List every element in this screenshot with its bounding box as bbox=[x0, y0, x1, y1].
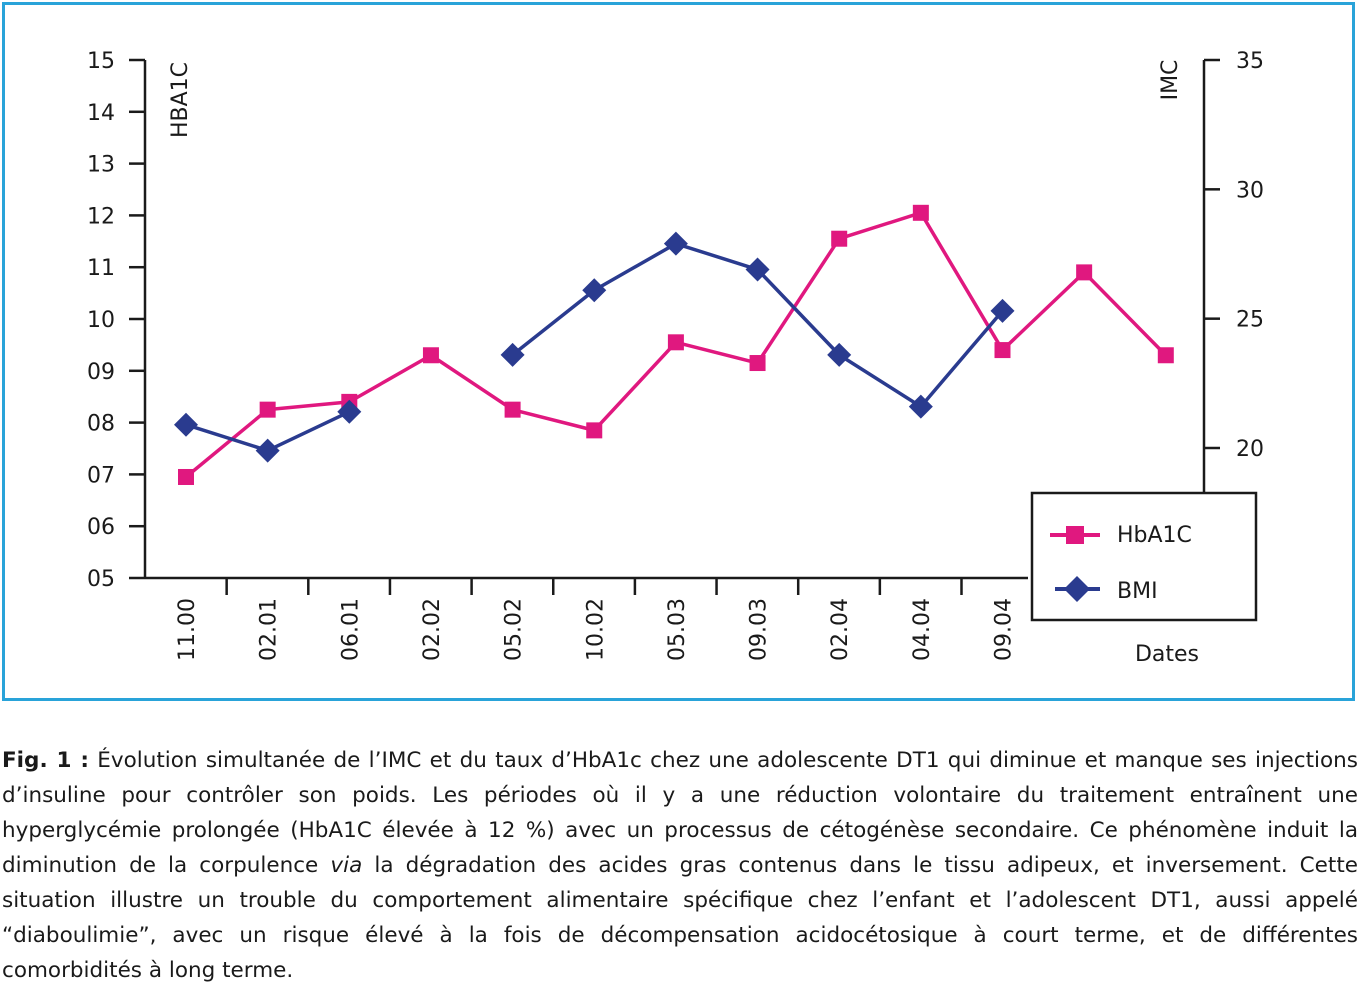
data-point-hba1c bbox=[749, 355, 766, 372]
chart-svg: 05 06 07 08 09 10 11 12 13 14 15 11.00 02.01 06.01 02.… bbox=[87, 49, 1264, 667]
y-left-tick-label: 07 bbox=[87, 463, 115, 488]
y-left-tick-label: 09 bbox=[87, 360, 115, 385]
x-tick-label: 09.03 bbox=[747, 598, 772, 661]
x-tick-label: 09.04 bbox=[992, 598, 1017, 661]
data-point-hba1c bbox=[422, 347, 439, 364]
legend-hba1c-marker bbox=[1066, 526, 1084, 544]
y-left-tick-label: 06 bbox=[87, 515, 115, 540]
series-layer bbox=[174, 204, 1174, 485]
x-tick-label: 04.04 bbox=[910, 598, 935, 661]
data-point-hba1c bbox=[586, 422, 603, 439]
data-point-hba1c bbox=[178, 468, 194, 485]
figure-caption: Fig. 1 : Évolution simultanée de l’IMC e… bbox=[2, 743, 1358, 988]
data-point-bmi bbox=[174, 412, 198, 437]
y-left-tick-label: 05 bbox=[87, 567, 115, 592]
y-left-tick-label: 12 bbox=[87, 204, 115, 229]
x-tick-label: 02.01 bbox=[257, 598, 282, 661]
y-right-tick-label: 35 bbox=[1236, 49, 1264, 74]
data-point-bmi bbox=[745, 257, 770, 282]
legend-hba1c-label: HbA1C bbox=[1117, 523, 1192, 548]
legend-bmi-label: BMI bbox=[1117, 579, 1158, 604]
x-tick-label: 10.02 bbox=[583, 598, 608, 661]
y-left-tick-label: 08 bbox=[87, 412, 115, 437]
series-bmi bbox=[174, 231, 1015, 463]
data-point-bmi bbox=[827, 342, 852, 367]
y-right-tick-label: 25 bbox=[1236, 308, 1264, 333]
data-point-hba1c bbox=[1157, 347, 1174, 364]
data-point-bmi bbox=[663, 231, 688, 256]
axes-layer: 05 06 07 08 09 10 11 12 13 14 15 11.00 02.01 06.01 02.… bbox=[87, 49, 1264, 661]
data-point-bmi bbox=[908, 394, 933, 419]
x-tick-label: 11.00 bbox=[175, 598, 200, 661]
data-point-hba1c bbox=[994, 342, 1011, 359]
y-left-axis-title: HBA1C bbox=[168, 62, 193, 138]
data-point-hba1c bbox=[667, 334, 684, 351]
y-left-tick-label: 10 bbox=[87, 308, 115, 333]
data-point-bmi bbox=[255, 438, 280, 463]
data-point-bmi bbox=[500, 342, 525, 367]
caption-label: Fig. 1 : bbox=[2, 748, 90, 773]
legend-layer: HbA1C BMI bbox=[1030, 491, 1258, 622]
data-point-bmi bbox=[582, 278, 607, 303]
data-point-bmi bbox=[337, 399, 362, 424]
x-tick-label: 02.04 bbox=[828, 598, 853, 661]
x-axis-title: Dates bbox=[1135, 642, 1199, 667]
caption-italic: via bbox=[330, 853, 363, 878]
x-tick-label: 02.02 bbox=[420, 598, 445, 661]
y-left-tick-label: 13 bbox=[87, 153, 115, 178]
legend-box bbox=[1030, 491, 1258, 622]
y-right-tick-label: 30 bbox=[1236, 178, 1264, 203]
caption-text-after: la dégradation des acides gras contenus … bbox=[2, 853, 1358, 983]
y-left-tick-label: 11 bbox=[87, 256, 115, 281]
chart-frame bbox=[2, 2, 1355, 701]
y-right-axis-title: IMC bbox=[1158, 60, 1183, 101]
y-right-tick-label: 20 bbox=[1236, 437, 1264, 462]
y-left-tick-label: 14 bbox=[87, 101, 115, 126]
y-left-tick-label: 15 bbox=[87, 49, 115, 74]
data-point-hba1c bbox=[912, 204, 929, 221]
legend-bmi-marker bbox=[1064, 576, 1090, 602]
data-point-hba1c bbox=[831, 230, 848, 247]
x-tick-label: 05.03 bbox=[665, 598, 690, 661]
data-point-bmi bbox=[990, 298, 1015, 323]
data-point-hba1c bbox=[504, 401, 521, 418]
x-tick-label: 06.01 bbox=[338, 598, 363, 661]
data-point-hba1c bbox=[1076, 264, 1093, 281]
x-tick-label: 05.02 bbox=[502, 598, 527, 661]
data-point-hba1c bbox=[259, 401, 276, 418]
caption-text-before: Évolution simultanée de l’IMC et du taux… bbox=[2, 748, 1358, 878]
